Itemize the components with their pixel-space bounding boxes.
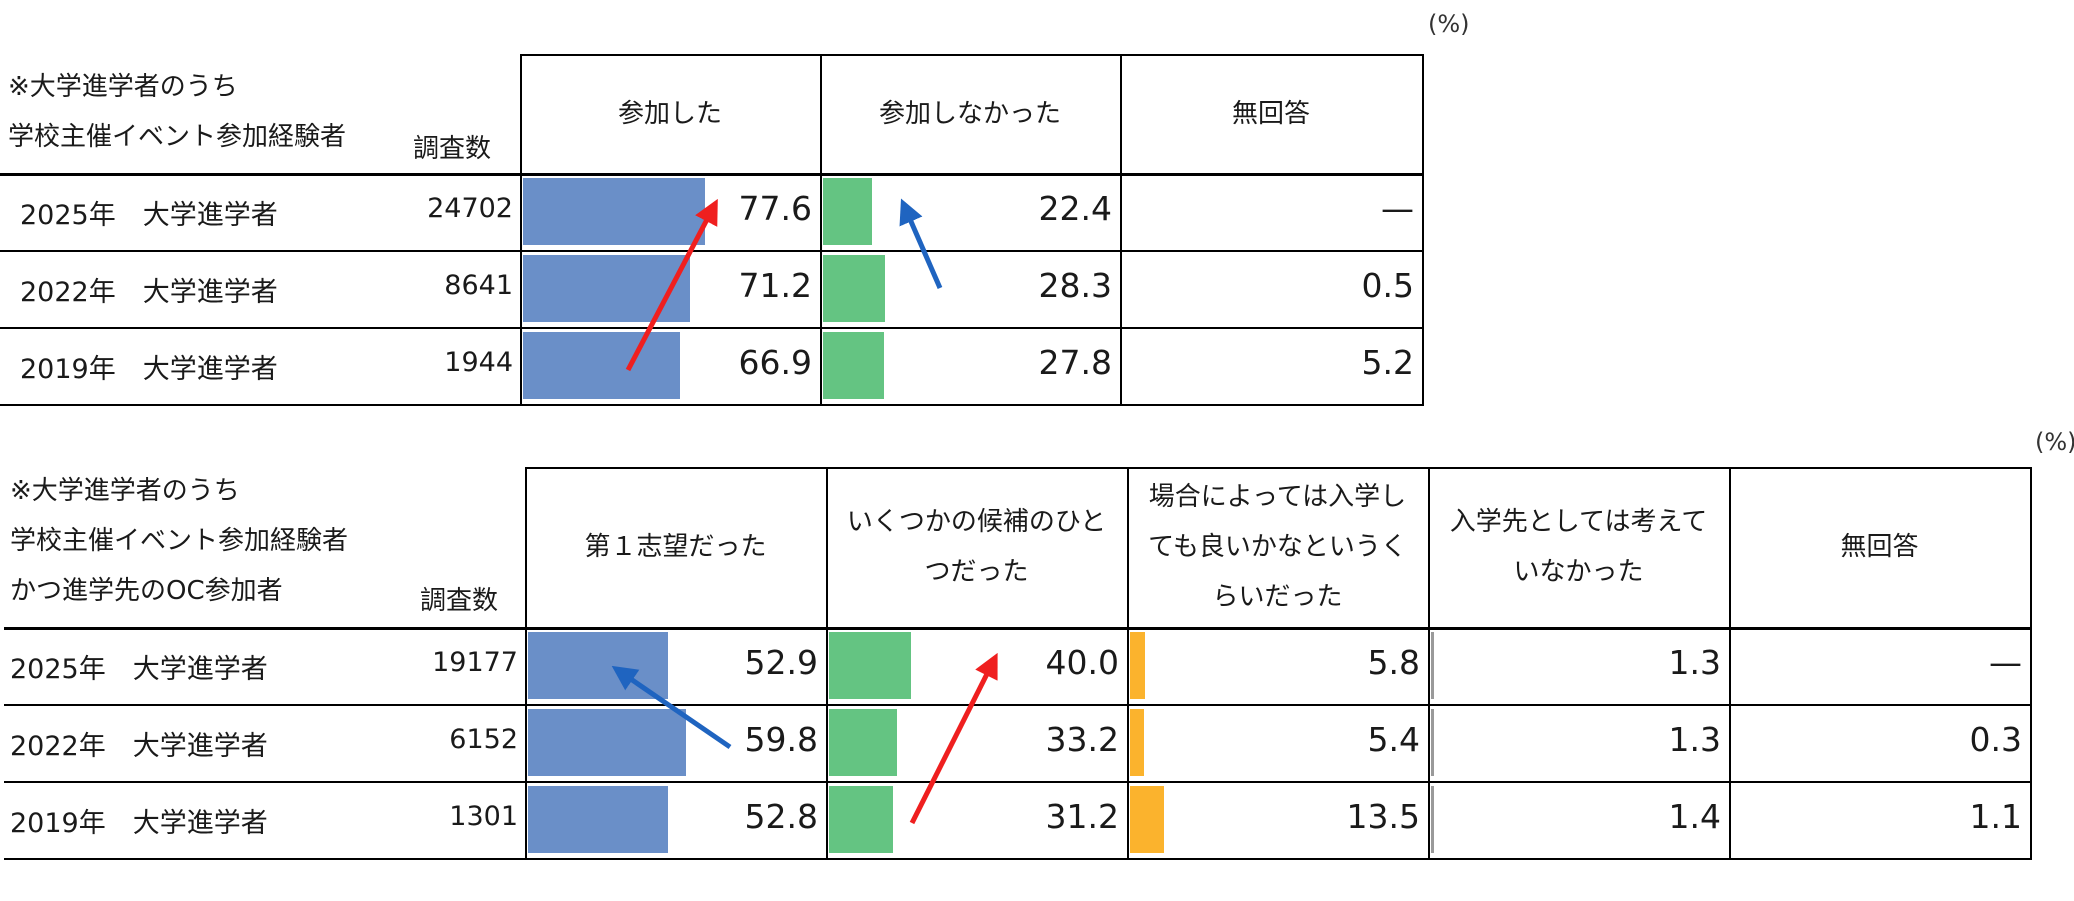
cell-value: 27.8 (1038, 343, 1112, 382)
cell-value: 31.2 (1045, 797, 1119, 836)
cell-value: 71.2 (738, 266, 812, 305)
cell-value: 52.8 (744, 797, 818, 836)
bar (823, 255, 886, 322)
bar (823, 332, 885, 399)
bar (523, 255, 691, 322)
column-header: 参加した (617, 98, 722, 129)
unit-label: (%) (2035, 428, 2074, 456)
bar (1431, 786, 1434, 853)
grid-line (820, 54, 822, 406)
column-header: 場合によっては入学し ても良いかなというく らいだった (1148, 482, 1407, 612)
row-count: 1944 (444, 347, 513, 378)
bar (829, 709, 898, 776)
cell-value: 40.0 (1045, 643, 1119, 682)
cell-value: 13.5 (1346, 797, 1420, 836)
grid-line (4, 781, 2032, 783)
bar (528, 786, 668, 853)
unit-label: (%) (1428, 10, 1470, 38)
cell-value: 28.3 (1038, 266, 1112, 305)
grid-line (1127, 467, 1129, 860)
blue-arrow-icon (899, 198, 943, 289)
row-label: 2025年 大学進学者 (10, 654, 268, 685)
row-count: 19177 (432, 647, 518, 678)
row-label: 2025年 大学進学者 (20, 200, 278, 231)
table-title-line: 学校主催イベント参加経験者 (10, 526, 349, 556)
column-header: 第１志望だった (584, 532, 767, 562)
grid-line (0, 404, 1424, 406)
cell-value: — (1989, 643, 2022, 682)
grid-line (525, 467, 527, 860)
bar (829, 786, 893, 853)
grid-line (520, 54, 1424, 56)
bar (829, 632, 911, 699)
column-header: いくつかの候補のひと つだった (846, 507, 1107, 587)
red-arrow-icon (909, 652, 998, 825)
column-header: 無回答 (1231, 98, 1310, 129)
cell-value: 0.5 (1361, 266, 1414, 305)
cell-value: 66.9 (738, 343, 812, 382)
row-count: 8641 (444, 270, 513, 301)
red-arrow-icon (625, 198, 718, 372)
grid-line (520, 54, 522, 406)
table-title-line: ※大学進学者のうち (8, 72, 238, 102)
cell-value: — (1381, 189, 1414, 228)
cell-value: 5.4 (1367, 720, 1420, 759)
bar (1431, 632, 1434, 699)
count-header: 調査数 (413, 134, 492, 164)
bar (523, 332, 681, 399)
cell-value: 1.3 (1668, 643, 1721, 682)
column-header: 参加しなかった (878, 98, 1061, 129)
cell-value: 33.2 (1045, 720, 1119, 759)
grid-line (4, 704, 2032, 706)
cell-value: 22.4 (1038, 189, 1112, 228)
cell-value: 1.4 (1668, 797, 1721, 836)
bar (1130, 632, 1145, 699)
blue-arrow-icon (611, 665, 732, 750)
grid-line (0, 173, 1424, 176)
cell-value: 1.1 (1969, 797, 2022, 836)
column-header: 無回答 (1840, 532, 1919, 562)
cell-value: 1.3 (1668, 720, 1721, 759)
row-label: 2022年 大学進学者 (10, 731, 268, 762)
grid-line (4, 858, 2032, 860)
bar (1130, 709, 1144, 776)
grid-line (1428, 467, 1430, 860)
table-title-line: ※大学進学者のうち (10, 476, 240, 506)
column-header: 入学先としては考えて いなかった (1449, 507, 1708, 587)
count-header: 調査数 (420, 586, 499, 616)
row-count: 6152 (449, 724, 518, 755)
row-label: 2022年 大学進学者 (20, 277, 278, 308)
bar (528, 709, 687, 776)
cell-value: 5.2 (1361, 343, 1414, 382)
grid-line (1120, 54, 1122, 406)
cell-value: 59.8 (744, 720, 818, 759)
bar (1130, 786, 1165, 853)
grid-line (1422, 54, 1424, 406)
table-title-line: 学校主催イベント参加経験者 (8, 122, 347, 152)
bar (1431, 709, 1434, 776)
bar (523, 178, 706, 245)
grid-line (2030, 467, 2032, 860)
grid-line (0, 327, 1424, 329)
row-count: 1301 (449, 801, 518, 832)
row-label: 2019年 大学進学者 (20, 354, 278, 385)
cell-value: 0.3 (1969, 720, 2022, 759)
row-count: 24702 (427, 193, 513, 224)
cell-value: 52.9 (744, 643, 818, 682)
cell-value: 77.6 (738, 189, 812, 228)
grid-line (826, 467, 828, 860)
grid-line (0, 250, 1424, 252)
bar (823, 178, 873, 245)
grid-line (4, 627, 2032, 630)
cell-value: 5.8 (1367, 643, 1420, 682)
grid-line (525, 467, 2032, 469)
row-label: 2019年 大学進学者 (10, 808, 268, 839)
table-title-line: かつ進学先のOC参加者 (10, 576, 283, 606)
grid-line (1729, 467, 1731, 860)
